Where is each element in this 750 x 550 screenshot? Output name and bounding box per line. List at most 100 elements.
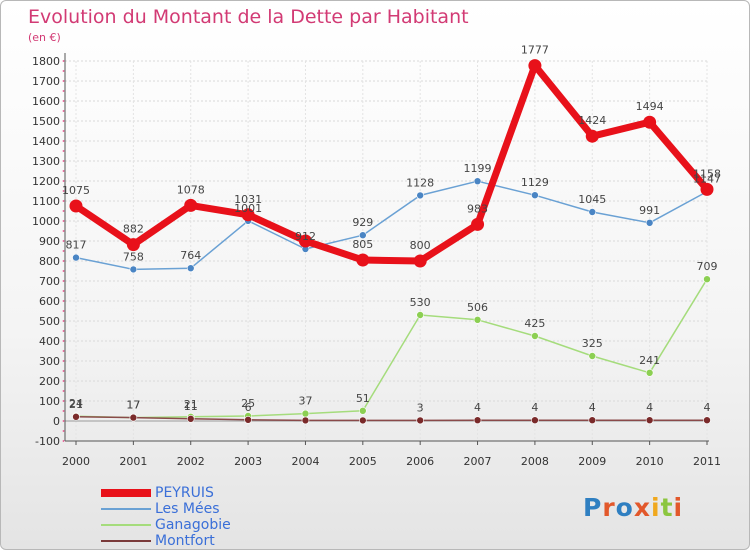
y-tick-label: 700 bbox=[39, 275, 60, 288]
x-tick-label: 2011 bbox=[693, 455, 721, 468]
axis-dot bbox=[62, 220, 65, 222]
axis-dot bbox=[62, 250, 65, 252]
data-label-les-m-es: 912 bbox=[295, 230, 316, 243]
x-tick-label: 2000 bbox=[62, 455, 90, 468]
data-label-peyruis: 805 bbox=[352, 238, 373, 251]
axis-dot bbox=[62, 350, 65, 352]
legend-swatch-ganagobie bbox=[101, 524, 151, 526]
logo-letter: t bbox=[660, 493, 674, 522]
legend-swatch-montfort bbox=[101, 540, 151, 542]
data-point-les-m-es bbox=[645, 219, 654, 227]
y-tick-label: 300 bbox=[39, 355, 60, 368]
axis-dot bbox=[62, 180, 65, 182]
axis-dot bbox=[62, 430, 65, 432]
y-tick-label: 400 bbox=[39, 335, 60, 348]
axis-dot bbox=[62, 330, 65, 332]
data-point-montfort bbox=[301, 416, 310, 425]
legend-label-peyruis: PEYRUIS bbox=[155, 485, 214, 501]
data-label-les-m-es: 991 bbox=[639, 204, 660, 217]
data-label-montfort: 4 bbox=[589, 401, 596, 414]
logo-letter: r bbox=[602, 493, 616, 522]
data-point-ganagobie bbox=[645, 368, 654, 377]
y-tick-label: 500 bbox=[39, 315, 60, 328]
data-label-peyruis: 1494 bbox=[636, 100, 664, 113]
data-point-ganagobie bbox=[416, 311, 424, 319]
data-label-montfort: 21 bbox=[69, 398, 83, 411]
axis-dot bbox=[62, 150, 65, 152]
data-label-ganagobie: 241 bbox=[639, 354, 660, 367]
data-label-ganagobie: 25 bbox=[241, 397, 255, 410]
data-point-peyruis bbox=[298, 234, 312, 248]
logo-letter: P bbox=[583, 493, 603, 522]
data-label-montfort: 4 bbox=[646, 401, 653, 414]
axis-dot bbox=[62, 400, 65, 402]
data-label-montfort: 17 bbox=[126, 399, 140, 412]
data-label-les-m-es: 1199 bbox=[464, 162, 492, 175]
x-tick-label: 2009 bbox=[578, 455, 606, 468]
y-tick-label: 800 bbox=[39, 255, 60, 268]
data-label-ganagobie: 21 bbox=[184, 398, 198, 411]
axis-dot bbox=[62, 280, 65, 282]
y-tick-label: 0 bbox=[53, 415, 60, 428]
data-point-peyruis bbox=[643, 115, 657, 129]
data-label-ganagobie: 24 bbox=[69, 397, 83, 410]
data-label-montfort: 3 bbox=[417, 401, 424, 414]
axis-dot bbox=[62, 110, 65, 112]
y-tick-label: 1100 bbox=[32, 195, 60, 208]
axis-dot bbox=[62, 120, 65, 122]
data-point-peyruis bbox=[241, 208, 255, 222]
data-label-montfort: 4 bbox=[704, 401, 711, 414]
x-tick-label: 2004 bbox=[291, 455, 319, 468]
y-tick-label: 200 bbox=[39, 375, 60, 388]
data-point-les-m-es bbox=[531, 191, 539, 199]
y-tick-label: 1300 bbox=[32, 155, 60, 168]
chart-title: Evolution du Montant de la Dette par Hab… bbox=[28, 6, 469, 28]
data-point-ganagobie bbox=[703, 275, 711, 284]
data-label-montfort: 11 bbox=[184, 400, 198, 413]
data-label-ganagobie: 17 bbox=[126, 399, 140, 412]
data-point-les-m-es bbox=[588, 208, 597, 216]
data-label-montfort: 6 bbox=[245, 401, 252, 414]
axis-dot bbox=[62, 420, 65, 422]
data-label-peyruis: 800 bbox=[410, 239, 431, 252]
axis-dot bbox=[62, 190, 65, 192]
y-tick-label: 1700 bbox=[32, 75, 60, 88]
data-point-peyruis bbox=[528, 59, 542, 73]
axis-dot bbox=[62, 320, 65, 322]
data-point-montfort bbox=[186, 414, 195, 423]
data-point-peyruis bbox=[356, 253, 370, 267]
data-point-montfort bbox=[473, 416, 482, 425]
y-tick-label: 900 bbox=[39, 235, 60, 248]
axis-dot bbox=[62, 360, 65, 362]
y-tick-label: 1500 bbox=[32, 115, 60, 128]
data-point-montfort bbox=[244, 415, 252, 424]
data-label-peyruis: 1031 bbox=[234, 193, 262, 206]
axis-dot bbox=[62, 290, 65, 292]
data-label-montfort: 4 bbox=[531, 401, 538, 414]
proxiti-logo: Proxiti bbox=[583, 493, 683, 522]
logo-letter: x bbox=[633, 493, 651, 522]
data-label-ganagobie: 325 bbox=[582, 337, 603, 350]
data-point-montfort bbox=[531, 416, 539, 425]
data-point-les-m-es bbox=[129, 265, 138, 274]
x-tick-label: 2010 bbox=[636, 455, 664, 468]
axis-dot bbox=[62, 230, 65, 232]
logo-letter: i bbox=[651, 493, 661, 522]
data-label-ganagobie: 709 bbox=[697, 260, 718, 273]
axis-dot bbox=[62, 60, 65, 62]
logo-letter: o bbox=[615, 493, 634, 522]
data-point-montfort bbox=[129, 413, 138, 422]
legend-label-montfort: Montfort bbox=[155, 533, 215, 549]
axis-dot bbox=[62, 340, 65, 342]
data-label-les-m-es: 929 bbox=[352, 216, 373, 229]
data-point-peyruis bbox=[126, 238, 140, 252]
data-label-les-m-es: 764 bbox=[180, 249, 201, 262]
data-point-peyruis bbox=[471, 217, 485, 231]
axis-dot bbox=[62, 170, 65, 172]
data-label-ganagobie: 530 bbox=[410, 296, 431, 309]
data-point-ganagobie bbox=[531, 332, 539, 340]
data-point-montfort bbox=[703, 416, 711, 425]
data-point-les-m-es bbox=[72, 253, 80, 262]
axis-dot bbox=[62, 200, 65, 202]
